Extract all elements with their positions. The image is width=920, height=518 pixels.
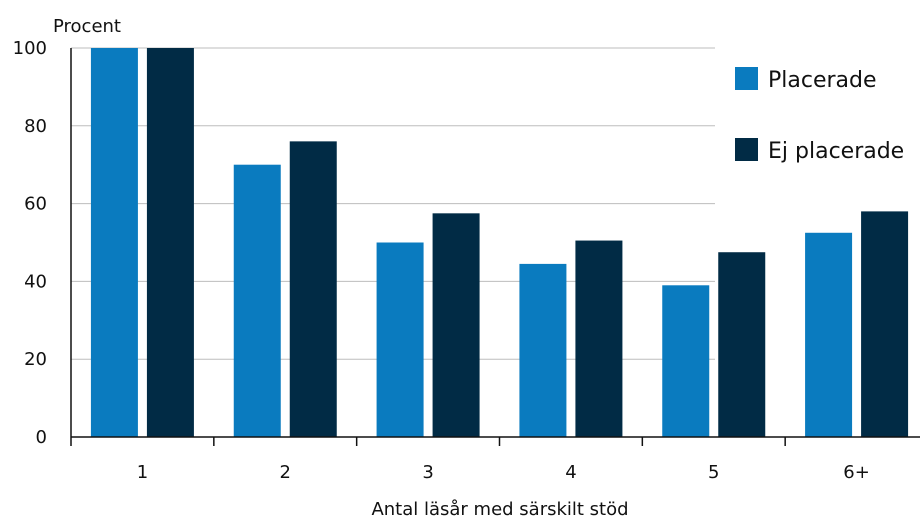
bar-ej-placerade-1 — [146, 48, 194, 437]
bar-placerade-2 — [233, 164, 281, 437]
y-axis-title: Procent — [53, 16, 121, 37]
x-tick-label-6+: 6+ — [843, 462, 870, 483]
bar-ej-placerade-4 — [575, 240, 623, 437]
y-tick-label-60: 60 — [24, 194, 47, 215]
bar-placerade-6+ — [805, 232, 853, 437]
legend-label-placerade: Placerade — [768, 68, 877, 93]
legend: Placerade Ej placerade — [735, 67, 904, 164]
bar-ej-placerade-2 — [289, 141, 337, 438]
y-tick-labels: 0 20 40 60 80 100 — [13, 38, 47, 448]
bar-ej-placerade-5 — [718, 252, 766, 437]
x-tick-label-2: 2 — [280, 462, 291, 483]
y-tick-label-20: 20 — [24, 349, 47, 370]
x-tick-label-4: 4 — [565, 462, 576, 483]
bars — [90, 48, 909, 438]
bar-placerade-5 — [662, 285, 710, 437]
axes — [70, 48, 920, 446]
x-tick-label-3: 3 — [422, 462, 433, 483]
y-tick-label-0: 0 — [36, 427, 47, 448]
x-tick-labels: 1 2 3 4 5 6+ — [137, 462, 870, 483]
legend-swatch-ej-placerade — [735, 138, 758, 161]
x-axis-title: Antal läsår med särskilt stöd — [371, 499, 628, 518]
y-tick-label-40: 40 — [24, 271, 47, 292]
bar-placerade-1 — [90, 48, 138, 437]
bar-ej-placerade-3 — [432, 213, 480, 437]
x-tick-label-5: 5 — [708, 462, 719, 483]
bar-placerade-3 — [376, 242, 424, 437]
bar-placerade-4 — [519, 263, 567, 437]
legend-label-ej-placerade: Ej placerade — [768, 139, 904, 164]
legend-swatch-placerade — [735, 67, 758, 90]
x-tick-label-1: 1 — [137, 462, 148, 483]
y-tick-label-100: 100 — [13, 38, 47, 59]
y-tick-label-80: 80 — [24, 116, 47, 137]
bar-ej-placerade-6+ — [861, 211, 909, 437]
